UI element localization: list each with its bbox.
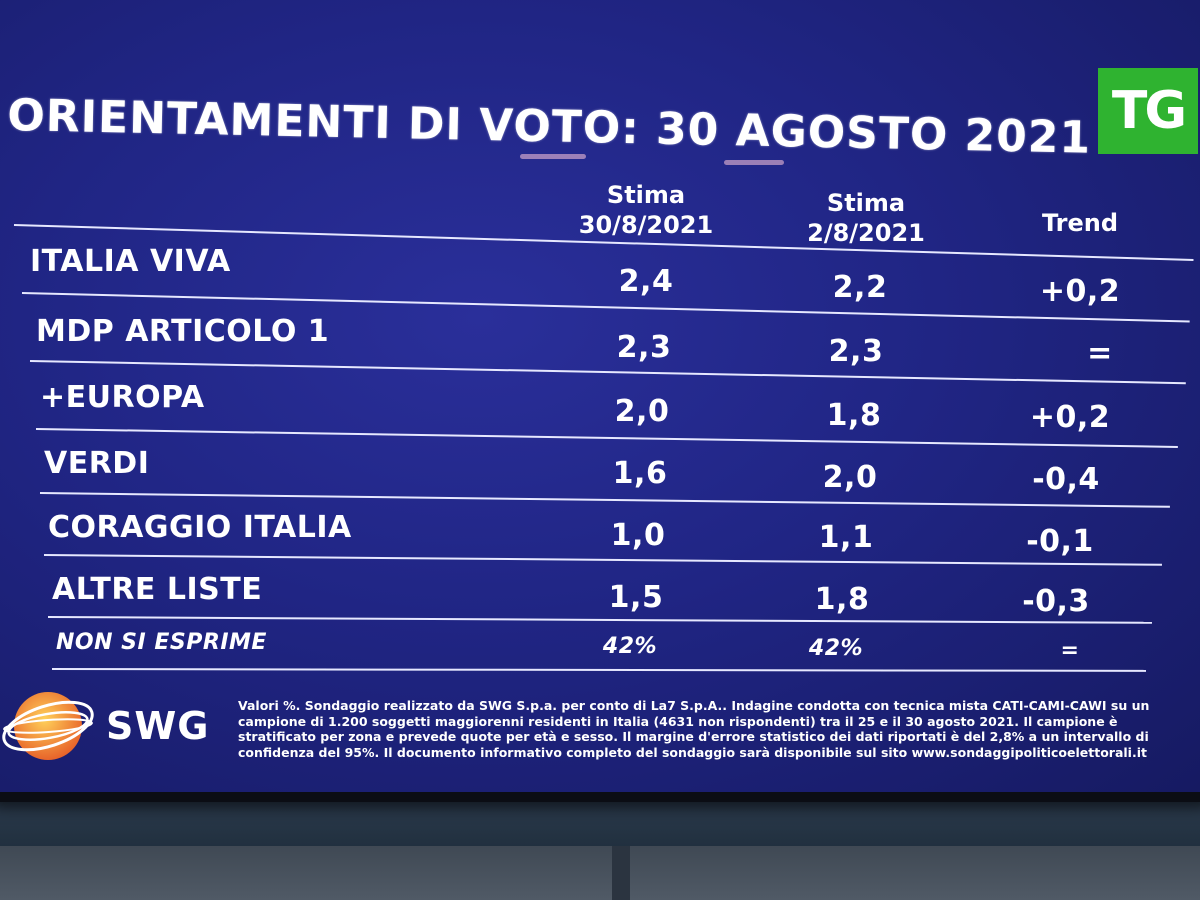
tv-screen: ORIENTAMENTI DI VOTO: 30 AGOSTO 2021 TG … [0, 0, 1200, 792]
screen-glare-2 [724, 160, 784, 165]
value-current: 2,4 [618, 264, 674, 299]
value-current: 2,0 [614, 394, 670, 429]
value-current: 42% [602, 634, 658, 659]
tv-stand-post [612, 846, 630, 900]
party-name: MDP ARTICOLO 1 [36, 314, 330, 349]
column-header-previous: Stima 2/8/2021 [766, 188, 966, 248]
tg-logo: TG [1098, 68, 1198, 154]
value-previous: 2,0 [822, 460, 878, 495]
column-header-previous-date: 2/8/2021 [807, 219, 925, 247]
trend-value: = [1087, 336, 1113, 371]
table-rule [51, 668, 1147, 672]
value-previous: 1,8 [814, 582, 870, 617]
party-name: VERDI [44, 446, 150, 481]
swg-logo-text: SWG [106, 704, 210, 748]
screen-glare-1 [520, 154, 586, 159]
column-header-current-label: Stima [606, 181, 686, 209]
party-name: +EUROPA [40, 380, 205, 415]
trend-value: -0,3 [1022, 584, 1090, 619]
value-current: 1,6 [612, 456, 668, 491]
swg-globe-icon [2, 692, 94, 760]
party-name: ITALIA VIVA [30, 244, 231, 279]
party-name: ALTRE LISTE [52, 572, 263, 607]
value-current: 1,0 [610, 518, 666, 553]
value-previous: 1,8 [826, 398, 882, 433]
party-name: CORAGGIO ITALIA [48, 510, 352, 545]
value-current: 1,5 [608, 580, 664, 615]
value-previous: 2,2 [832, 270, 888, 305]
trend-value: +0,2 [1039, 274, 1121, 309]
column-header-trend: Trend [1041, 209, 1119, 237]
value-previous: 2,3 [828, 334, 884, 369]
column-header-previous-label: Stima [826, 189, 906, 217]
party-name: NON SI ESPRIME [56, 630, 267, 655]
methodology-footnote: Valori %. Sondaggio realizzato da SWG S.… [238, 698, 1150, 760]
value-previous: 1,1 [818, 520, 874, 555]
column-header-current: Stima 30/8/2021 [546, 180, 746, 240]
poll-title: ORIENTAMENTI DI VOTO: 30 AGOSTO 2021 [6, 90, 1092, 164]
trend-value: +0,2 [1029, 400, 1111, 435]
trend-value: = [1060, 638, 1080, 663]
value-previous: 42% [808, 636, 864, 661]
trend-value: -0,4 [1032, 462, 1100, 497]
column-header-current-date: 30/8/2021 [578, 211, 714, 239]
tv-stand [0, 800, 1200, 846]
value-current: 2,3 [616, 330, 672, 365]
tv-bezel: ORIENTAMENTI DI VOTO: 30 AGOSTO 2021 TG … [0, 0, 1200, 802]
trend-value: -0,1 [1026, 524, 1094, 559]
